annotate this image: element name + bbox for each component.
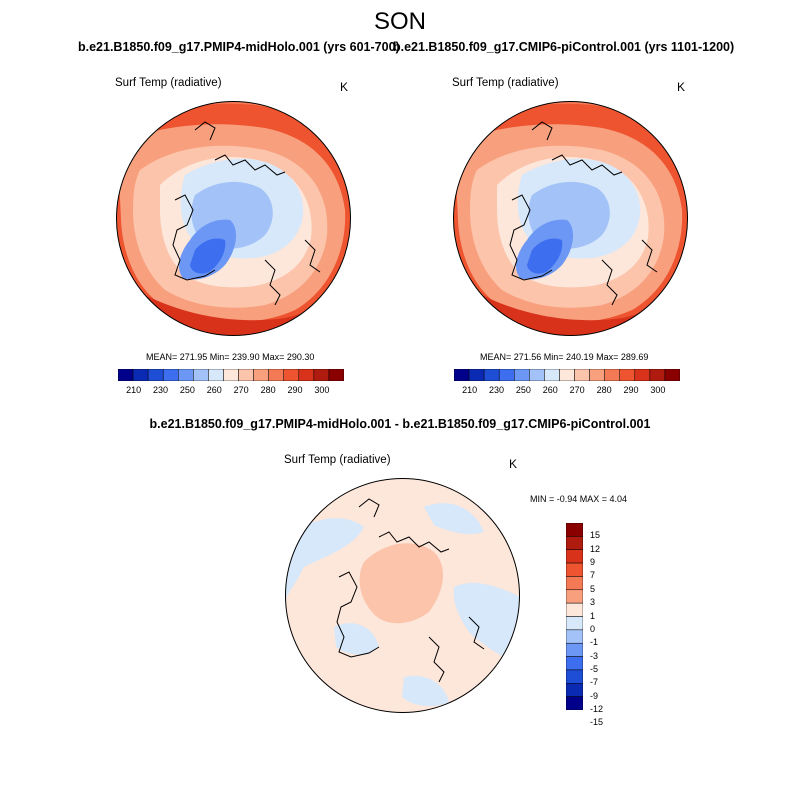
left-unit-label: K: [340, 80, 349, 94]
colorbar-tick-label: 230: [152, 385, 168, 395]
colorbar-tick-label: 270: [569, 385, 585, 395]
colorbar-tick-label: 9: [590, 557, 596, 568]
colorbar-swatch: [566, 536, 583, 550]
colorbar-swatch: [147, 369, 164, 381]
left-panel-title: b.e21.B1850.f09_g17.PMIP4-midHolo.001 (y…: [78, 40, 400, 54]
colorbar-swatch: [529, 369, 545, 381]
colorbar-tick-label: -3: [590, 650, 599, 661]
colorbar-swatch: [298, 369, 315, 381]
colorbar-swatch: [468, 369, 485, 381]
diff-colorbar-labels: 15 12 9 7 5 3 1 0 -1 -3 -5 -7 -9 -12 -15: [590, 523, 630, 727]
right-panel-title: b.e21.B1850.f09_g17.CMIP6-piControl.001 …: [393, 40, 735, 54]
colorbar-swatch: [328, 369, 344, 381]
colorbar-swatch: [566, 589, 583, 604]
colorbar-tick-label: 250: [515, 385, 531, 395]
colorbar-swatch: [566, 629, 583, 644]
colorbar-swatch: [454, 369, 470, 381]
colorbar-tick-label: 5: [590, 583, 596, 594]
right-stats: MEAN= 271.56 Min= 240.19 Max= 289.69: [480, 352, 649, 362]
colorbar-swatch: [498, 369, 515, 381]
colorbar-swatch: [619, 369, 636, 381]
colorbar-swatch: [566, 696, 583, 710]
right-polar-map: [453, 101, 688, 336]
colorbar-swatch: [313, 369, 330, 381]
colorbar-swatch: [566, 523, 583, 537]
colorbar-tick-label: 15: [590, 530, 601, 541]
colorbar-tick-label: 260: [206, 385, 222, 395]
colorbar-swatch: [514, 369, 530, 381]
colorbar-swatch: [566, 576, 583, 591]
colorbar-tick-label: -9: [590, 690, 599, 701]
colorbar-swatch: [132, 369, 149, 381]
right-variable-label: Surf Temp (radiative): [452, 77, 559, 89]
colorbar-tick-label: 280: [260, 385, 276, 395]
colorbar-tick-label: 290: [287, 385, 303, 395]
colorbar-swatch: [566, 656, 583, 671]
colorbar-tick-label: 210: [126, 385, 142, 395]
right-colorbar: [454, 369, 680, 381]
colorbar-swatch: [162, 369, 179, 381]
right-colorbar-labels: 210 230 250 260 270 280 290 300: [454, 385, 680, 397]
colorbar-tick-label: 1: [590, 610, 596, 621]
colorbar-tick-label: -7: [590, 677, 599, 688]
right-unit-label: K: [677, 80, 686, 94]
colorbar-tick-label: 230: [488, 385, 504, 395]
diff-unit-label: K: [509, 457, 518, 471]
colorbar-swatch: [566, 549, 583, 564]
colorbar-swatch: [238, 369, 254, 381]
colorbar-tick-label: 3: [590, 597, 596, 608]
colorbar-tick-label: 280: [596, 385, 612, 395]
difference-title: b.e21.B1850.f09_g17.PMIP4-midHolo.001 - …: [149, 417, 651, 431]
diff-colorbar: [566, 523, 583, 710]
colorbar-swatch: [268, 369, 284, 381]
left-polar-map: [116, 101, 351, 336]
season-title: SON: [373, 8, 426, 35]
left-variable-label: Surf Temp (radiative): [115, 77, 222, 89]
colorbar-swatch: [574, 369, 590, 381]
colorbar-swatch: [283, 369, 300, 381]
colorbar-swatch: [566, 616, 583, 631]
diff-variable-label: Surf Temp (radiative): [284, 454, 391, 466]
colorbar-swatch: [178, 369, 194, 381]
diff-stats: MIN = -0.94 MAX = 4.04: [530, 494, 628, 504]
colorbar-swatch: [649, 369, 666, 381]
diff-polar-map: [285, 478, 520, 713]
colorbar-tick-label: 250: [179, 385, 195, 395]
colorbar-swatch: [566, 669, 583, 684]
colorbar-swatch: [559, 369, 575, 381]
colorbar-tick-label: 0: [590, 623, 596, 634]
colorbar-swatch: [544, 369, 560, 381]
colorbar-swatch: [483, 369, 500, 381]
colorbar-swatch: [604, 369, 620, 381]
colorbar-tick-label: 300: [314, 385, 330, 395]
colorbar-tick-label: 210: [462, 385, 478, 395]
colorbar-tick-label: -12: [590, 704, 604, 714]
colorbar-tick-label: 7: [590, 570, 596, 581]
colorbar-tick-label: -5: [590, 663, 599, 674]
left-colorbar-labels: 210 230 250 260 270 280 290 300: [118, 385, 344, 397]
colorbar-swatch: [566, 562, 583, 577]
colorbar-swatch: [193, 369, 209, 381]
colorbar-tick-label: 270: [233, 385, 249, 395]
left-colorbar: [118, 369, 344, 381]
colorbar-swatch: [634, 369, 651, 381]
colorbar-tick-label: -1: [590, 637, 599, 648]
colorbar-tick-label: 300: [650, 385, 666, 395]
colorbar-swatch: [253, 369, 269, 381]
colorbar-swatch: [118, 369, 134, 381]
colorbar-swatch: [566, 683, 583, 697]
colorbar-swatch: [566, 642, 583, 657]
colorbar-tick-label: 12: [590, 543, 601, 554]
colorbar-swatch: [223, 369, 239, 381]
colorbar-swatch: [208, 369, 224, 381]
colorbar-tick-label: 260: [542, 385, 558, 395]
colorbar-swatch: [566, 602, 583, 617]
colorbar-tick-label: 290: [623, 385, 639, 395]
left-stats: MEAN= 271.95 Min= 239.90 Max= 290.30: [146, 352, 315, 362]
colorbar-tick-label: -15: [590, 717, 604, 728]
colorbar-swatch: [589, 369, 605, 381]
colorbar-swatch: [664, 369, 680, 381]
